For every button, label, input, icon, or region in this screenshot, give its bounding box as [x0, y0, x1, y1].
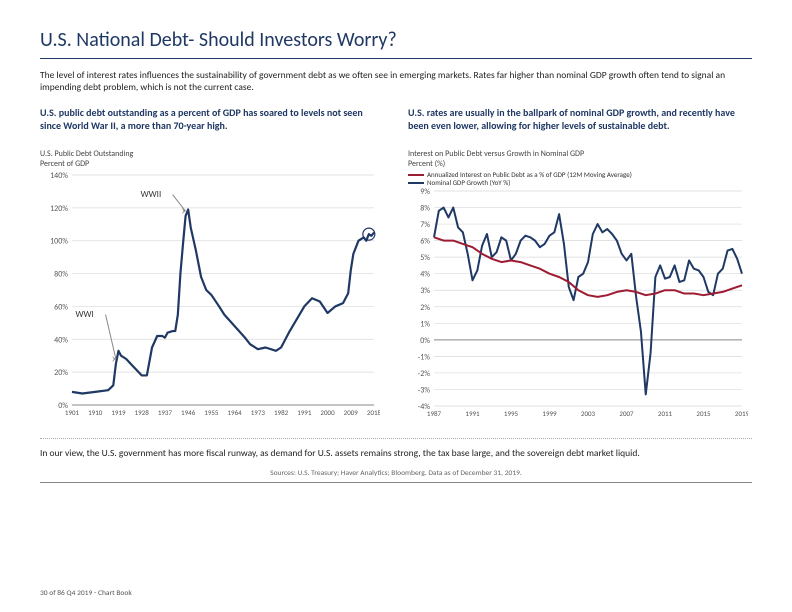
- svg-text:1937: 1937: [158, 408, 173, 417]
- svg-text:1991: 1991: [297, 408, 312, 417]
- right-chart-title-1: Interest on Public Debt versus Growth in…: [408, 150, 752, 159]
- svg-text:20%: 20%: [54, 368, 68, 378]
- svg-text:1987: 1987: [427, 409, 442, 418]
- slide-page: U.S. National Debt- Should Investors Wor…: [0, 0, 792, 612]
- left-column: U.S. public debt outstanding as a percen…: [40, 106, 384, 423]
- svg-text:1964: 1964: [228, 408, 243, 417]
- svg-text:7%: 7%: [420, 220, 430, 230]
- svg-text:4%: 4%: [420, 270, 430, 280]
- svg-text:2009: 2009: [344, 408, 359, 417]
- svg-text:3%: 3%: [420, 287, 430, 297]
- svg-text:2003: 2003: [581, 409, 596, 418]
- svg-text:1901: 1901: [65, 408, 80, 417]
- svg-text:5%: 5%: [420, 253, 430, 263]
- svg-text:2019: 2019: [735, 409, 748, 418]
- svg-text:1982: 1982: [274, 408, 289, 417]
- legend-row-1: Annualized Interest on Public Debt as a …: [408, 171, 752, 178]
- svg-text:1999: 1999: [542, 409, 557, 418]
- wwii-label: WWII: [141, 189, 162, 200]
- intro-text: The level of interest rates influences t…: [40, 69, 752, 94]
- right-chart-title-2: Percent (%): [408, 160, 752, 169]
- left-chart: 0%20%40%60%80%100%120%140%19011910191919…: [40, 171, 380, 421]
- svg-text:60%: 60%: [54, 303, 68, 313]
- svg-text:-2%: -2%: [418, 369, 431, 379]
- svg-text:8%: 8%: [420, 204, 430, 214]
- right-column: U.S. rates are usually in the ballpark o…: [408, 106, 752, 423]
- svg-text:100%: 100%: [50, 237, 68, 247]
- svg-text:-1%: -1%: [418, 353, 431, 363]
- footer-text: 30 of 86 Q4 2019 - Chart Book: [40, 589, 132, 598]
- svg-text:1928: 1928: [135, 408, 150, 417]
- svg-text:140%: 140%: [50, 171, 68, 181]
- right-chart-wrap: -4%-3%-2%-1%0%1%2%3%4%5%6%7%8%9%19871991…: [408, 187, 752, 422]
- svg-text:1910: 1910: [88, 408, 103, 417]
- svg-text:1991: 1991: [465, 409, 480, 418]
- svg-text:-3%: -3%: [418, 386, 431, 396]
- svg-text:1955: 1955: [204, 408, 219, 417]
- svg-text:2018: 2018: [367, 408, 380, 417]
- left-chart-title-2: Percent of GDP: [40, 160, 384, 169]
- right-subhead: U.S. rates are usually in the ballpark o…: [408, 106, 752, 144]
- legend-label-2: Nominal GDP Growth (YoY %): [427, 179, 510, 186]
- left-chart-wrap: 0%20%40%60%80%100%120%140%19011910191919…: [40, 171, 384, 421]
- chart-row: U.S. public debt outstanding as a percen…: [40, 106, 752, 423]
- legend-label-1: Annualized Interest on Public Debt as a …: [427, 171, 632, 178]
- svg-text:9%: 9%: [420, 187, 430, 197]
- svg-text:2015: 2015: [696, 409, 711, 418]
- bottom-note: In our view, the U.S. government has mor…: [40, 438, 752, 459]
- legend-swatch-1: [408, 174, 424, 176]
- left-chart-title-1: U.S. Public Debt Outstanding: [40, 150, 384, 159]
- svg-text:1919: 1919: [111, 408, 126, 417]
- svg-text:40%: 40%: [54, 336, 68, 346]
- svg-text:1973: 1973: [251, 408, 266, 417]
- legend-row-2: Nominal GDP Growth (YoY %): [408, 179, 752, 186]
- left-subhead: U.S. public debt outstanding as a percen…: [40, 106, 384, 144]
- svg-text:2000: 2000: [320, 408, 335, 417]
- right-legend: Annualized Interest on Public Debt as a …: [408, 171, 752, 186]
- legend-swatch-2: [408, 182, 424, 184]
- right-chart: -4%-3%-2%-1%0%1%2%3%4%5%6%7%8%9%19871991…: [408, 187, 748, 422]
- sources-text: Sources: U.S. Treasury; Haver Analytics;…: [40, 469, 752, 483]
- svg-text:0%: 0%: [420, 336, 430, 346]
- svg-text:80%: 80%: [54, 270, 68, 280]
- svg-text:2007: 2007: [619, 409, 634, 418]
- wwi-label: WWI: [76, 309, 94, 320]
- svg-text:1%: 1%: [420, 320, 430, 330]
- svg-text:1995: 1995: [504, 409, 519, 418]
- svg-text:1946: 1946: [181, 408, 196, 417]
- page-title: U.S. National Debt- Should Investors Wor…: [40, 28, 752, 59]
- svg-text:2%: 2%: [420, 303, 430, 313]
- svg-text:2011: 2011: [658, 409, 673, 418]
- svg-text:6%: 6%: [420, 237, 430, 247]
- svg-text:120%: 120%: [50, 204, 68, 214]
